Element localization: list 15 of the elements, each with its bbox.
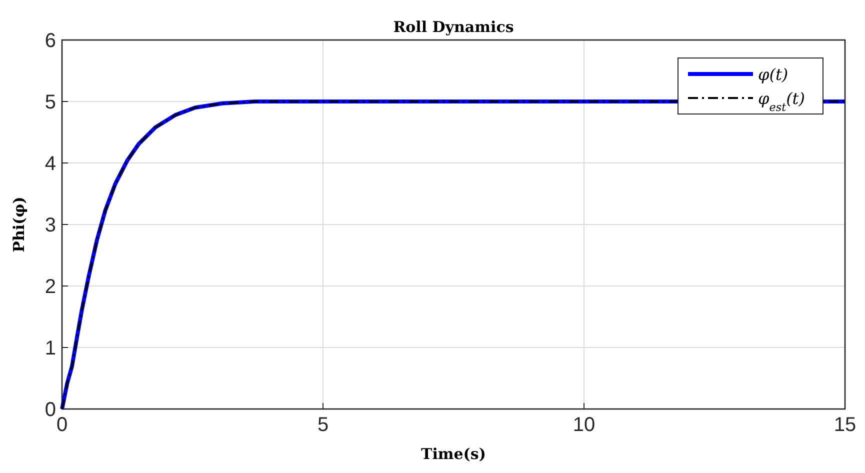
y-tick-label: 1 — [44, 338, 56, 360]
legend-label: φ$_{est}$(t) — [758, 89, 805, 114]
x-tick-label: 10 — [572, 414, 596, 436]
y-tick-label: 3 — [44, 214, 56, 236]
x-tick-label: 5 — [317, 414, 329, 436]
y-tick-label: 5 — [44, 92, 56, 114]
y-tick-label: 6 — [44, 30, 56, 52]
x-tick-label: 15 — [834, 414, 856, 436]
y-tick-label: 2 — [44, 276, 56, 298]
legend-label: φ(t) — [758, 65, 788, 84]
chart-title: Roll Dynamics — [393, 18, 514, 36]
x-axis-title: Time(s) — [421, 445, 486, 463]
y-axis-title: Phi(φ) — [10, 196, 28, 252]
y-tick-label: 4 — [44, 153, 56, 175]
y-tick-label: 0 — [44, 399, 56, 421]
